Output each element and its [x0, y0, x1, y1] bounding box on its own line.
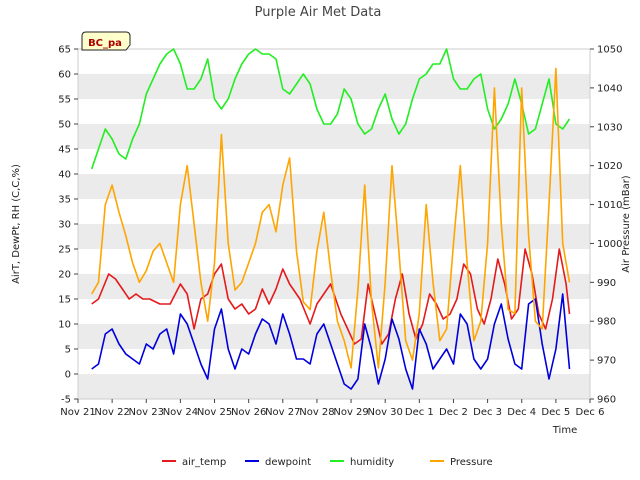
y-axis-label-left: AirT, DewPt, RH (C,C,%)	[11, 164, 22, 284]
left-tick-label: 40	[58, 170, 71, 181]
x-tick-label: Nov 30	[367, 407, 402, 418]
right-tick-label: 1020	[597, 161, 622, 172]
y-axis-label-right: Air Pressure (mBar)	[621, 175, 632, 273]
series-line-pressure	[91, 67, 571, 369]
left-tick-label: 50	[58, 120, 71, 131]
x-tick-label: Nov 29	[333, 407, 368, 418]
legend: air_temp dewpoint humidity Pressure	[162, 457, 493, 468]
right-tick-label: 1010	[597, 200, 622, 211]
left-tick-label: 55	[58, 95, 71, 106]
x-tick-label: Dec 3	[473, 407, 502, 418]
right-tick-label: 1000	[597, 239, 622, 250]
x-tick-label: Nov 21	[60, 407, 95, 418]
left-tick-label: 35	[58, 195, 71, 206]
x-tick-label: Dec 6	[576, 407, 605, 418]
x-tick-label: Dec 4	[507, 407, 536, 418]
series-layer	[90, 48, 571, 390]
right-tick-label: 960	[597, 395, 616, 406]
right-tick-label: 1030	[597, 122, 622, 133]
x-tick-label: Nov 22	[94, 407, 129, 418]
x-tick-label: Nov 23	[129, 407, 164, 418]
right-tick-label: 1040	[597, 83, 622, 94]
left-tick-label: 20	[58, 270, 71, 281]
series-line-air-temp	[91, 248, 571, 345]
right-tick-label: 980	[597, 317, 616, 328]
grid-bands	[78, 74, 590, 399]
left-tick-label: 5	[65, 345, 71, 356]
x-tick-label: Dec 1	[405, 407, 434, 418]
grid-band	[78, 74, 590, 99]
grid-band	[78, 124, 590, 149]
right-axis-ticks: 960 970 980 990 1000 1010 1020 1030 1040 1050	[590, 45, 622, 406]
x-tick-label: Nov 24	[163, 407, 198, 418]
legend-label: Pressure	[450, 457, 493, 468]
x-tick-label: Dec 5	[541, 407, 570, 418]
site-badge: BC_pa	[81, 31, 131, 51]
grid-band	[78, 324, 590, 349]
right-tick-label: 1050	[597, 45, 622, 56]
right-tick-label: 970	[597, 356, 616, 367]
x-tick-label: Nov 28	[299, 407, 334, 418]
series-line-dewpoint	[91, 293, 571, 390]
left-tick-label: 10	[58, 320, 71, 331]
left-tick-label: 15	[58, 295, 71, 306]
left-tick-label: 0	[65, 370, 71, 381]
x-axis-label: Time	[552, 425, 577, 436]
grid-band	[78, 224, 590, 249]
left-axis-ticks: -5 0 5 10 15 20 25 30 35 40 45 50 55 60 65	[58, 45, 78, 406]
left-tick-label: 45	[58, 145, 71, 156]
x-tick-label: Nov 27	[265, 407, 300, 418]
x-tick-label: Nov 25	[197, 407, 232, 418]
site-badge-label: BC_pa	[88, 38, 122, 49]
legend-label: humidity	[350, 457, 394, 468]
left-tick-label: 25	[58, 245, 71, 256]
left-tick-label: -5	[61, 395, 71, 406]
x-tick-label: Nov 26	[231, 407, 266, 418]
series-line-humidity	[90, 48, 571, 170]
x-tick-label: Dec 2	[439, 407, 468, 418]
left-tick-label: 60	[58, 70, 71, 81]
grid-band	[78, 374, 590, 399]
right-tick-label: 990	[597, 278, 616, 289]
chart-title: Purple Air Met Data	[255, 5, 382, 20]
left-tick-label: 30	[58, 220, 71, 231]
legend-label: dewpoint	[265, 457, 311, 468]
grid-band	[78, 174, 590, 199]
legend-label: air_temp	[182, 457, 226, 468]
left-tick-label: 65	[58, 45, 71, 56]
